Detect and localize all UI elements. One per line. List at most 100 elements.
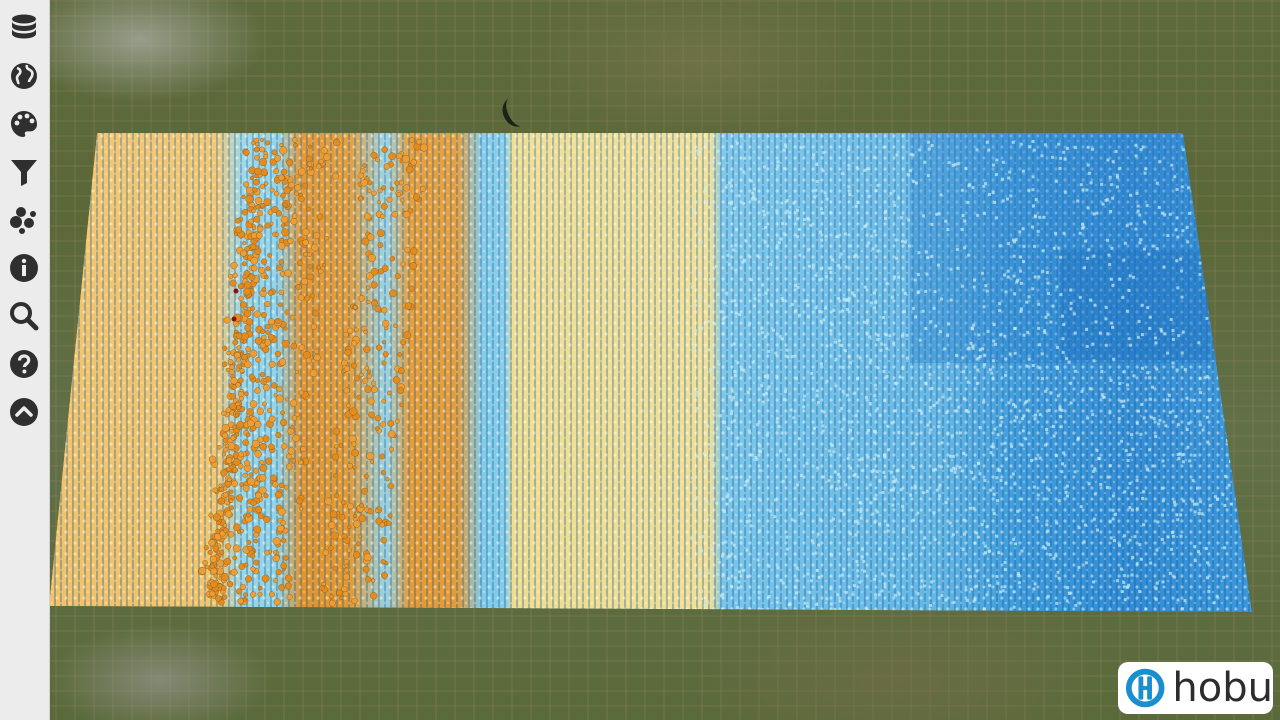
help-button[interactable]	[6, 346, 42, 382]
point	[366, 188, 372, 194]
database-button[interactable]	[6, 10, 42, 46]
info-button[interactable]	[6, 250, 42, 286]
point	[1032, 148, 1036, 152]
point	[1170, 530, 1174, 534]
point	[333, 473, 338, 479]
point	[1161, 459, 1165, 463]
point	[924, 327, 928, 330]
point	[388, 152, 396, 161]
point	[724, 540, 728, 544]
point	[834, 340, 837, 344]
point	[342, 331, 349, 338]
point	[866, 429, 870, 432]
point	[239, 368, 245, 374]
point	[873, 577, 877, 581]
filter-button[interactable]	[6, 154, 42, 190]
point	[286, 463, 293, 470]
point	[1032, 587, 1036, 591]
point	[854, 520, 857, 524]
search-button[interactable]	[6, 298, 42, 334]
point	[822, 318, 826, 322]
point	[1188, 459, 1192, 463]
point	[700, 597, 703, 601]
point	[356, 394, 362, 400]
point	[869, 358, 873, 362]
point	[287, 447, 296, 455]
point	[1056, 394, 1060, 398]
point	[929, 604, 932, 607]
points-button[interactable]	[6, 202, 42, 238]
point	[1197, 550, 1200, 554]
point	[1059, 425, 1063, 429]
collapse-button[interactable]	[6, 394, 42, 430]
point	[827, 479, 831, 483]
point	[363, 330, 368, 335]
point	[400, 339, 407, 346]
point	[379, 453, 385, 460]
point	[830, 529, 834, 533]
point	[753, 187, 756, 191]
point	[712, 413, 716, 417]
point	[1135, 562, 1139, 566]
point	[976, 368, 980, 372]
point	[259, 183, 265, 189]
point	[1014, 238, 1018, 242]
point	[396, 192, 402, 197]
point	[212, 545, 219, 552]
point	[244, 391, 249, 396]
point	[382, 319, 390, 328]
point	[255, 357, 261, 363]
point	[889, 488, 893, 492]
point	[1069, 381, 1073, 385]
point	[367, 508, 374, 515]
point	[253, 559, 260, 566]
point	[291, 213, 298, 219]
point	[1180, 185, 1184, 189]
point	[1040, 352, 1044, 356]
point	[273, 550, 278, 555]
point	[740, 368, 744, 372]
point	[1173, 503, 1177, 507]
point	[938, 494, 941, 498]
point	[359, 372, 364, 378]
point	[1203, 376, 1207, 380]
point	[809, 223, 813, 227]
point	[968, 575, 972, 579]
point	[281, 223, 286, 228]
point	[878, 413, 882, 417]
point	[729, 145, 733, 149]
point	[1024, 437, 1028, 441]
point	[845, 308, 849, 311]
point	[814, 273, 818, 277]
point	[1033, 275, 1037, 279]
point	[1016, 278, 1020, 282]
point	[1228, 460, 1232, 463]
point	[1046, 281, 1050, 285]
point	[817, 543, 821, 547]
point	[277, 302, 283, 308]
hobu-logo[interactable]: hobu	[1118, 662, 1273, 714]
point	[856, 201, 860, 205]
point	[834, 357, 838, 361]
point	[1139, 557, 1143, 561]
point	[751, 360, 755, 364]
point	[849, 428, 852, 432]
point	[1037, 302, 1041, 306]
point	[976, 213, 980, 217]
point	[1140, 333, 1144, 337]
point	[209, 555, 217, 563]
point	[785, 199, 789, 203]
point	[343, 387, 350, 394]
point	[901, 366, 905, 370]
point	[868, 361, 872, 365]
point	[742, 368, 746, 372]
globe-button[interactable]	[6, 58, 42, 94]
point	[1187, 421, 1191, 425]
point	[906, 356, 909, 360]
point	[243, 562, 249, 568]
style-button[interactable]	[6, 106, 42, 142]
point	[275, 210, 283, 217]
point	[824, 234, 828, 238]
